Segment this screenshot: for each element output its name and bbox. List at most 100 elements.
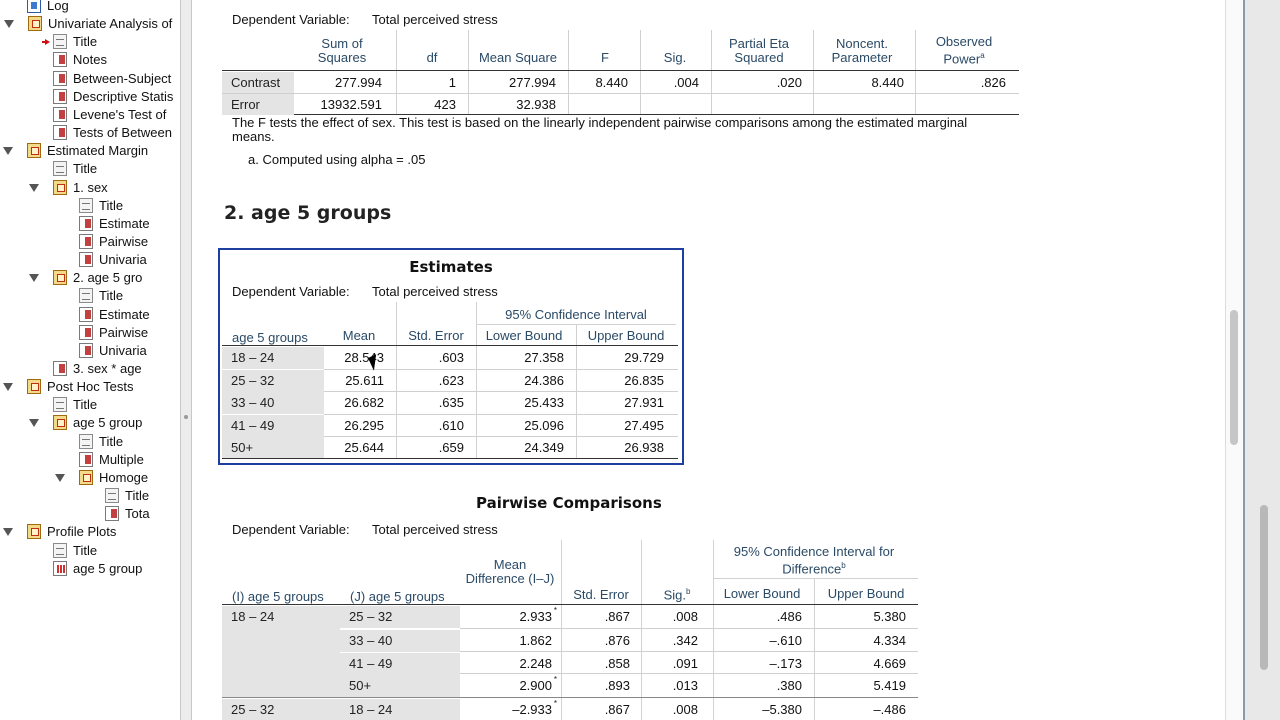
- nav-item[interactable]: Univariate Analysis of: [0, 15, 180, 33]
- cell-lower: 27.358: [524, 350, 564, 365]
- nav-item[interactable]: Tests of Between: [0, 124, 180, 142]
- viewer-vertical-scrollbar[interactable]: [1225, 0, 1243, 720]
- ci-difference-text: 95% Confidence Interval for Difference: [733, 544, 895, 577]
- cell-se: .635: [438, 395, 464, 410]
- expand-triangle-icon[interactable]: [29, 419, 39, 428]
- nav-item[interactable]: Title: [0, 542, 180, 560]
- col-header-lower: Lower Bound: [485, 328, 563, 343]
- nav-item-label: Title: [73, 542, 98, 558]
- nav-item-label: Estimated Margin: [47, 143, 149, 159]
- observed-power-text: Observed Power: [935, 34, 993, 67]
- cell-se: .623: [438, 372, 464, 388]
- nav-item[interactable]: Estimated Margin: [0, 142, 180, 160]
- cell-mean: 26.682: [344, 395, 384, 410]
- nav-item[interactable]: Title: [0, 433, 180, 451]
- nav-item[interactable]: Title: [0, 487, 180, 505]
- pane-splitter[interactable]: [180, 0, 192, 720]
- nav-item-label: Title: [125, 488, 150, 504]
- col-header-upper: Upper Bound: [827, 586, 905, 601]
- expand-triangle-icon[interactable]: [3, 147, 13, 156]
- nav-item[interactable]: Pairwise: [0, 233, 180, 251]
- cell-f: 8.440: [595, 75, 628, 90]
- nav-item[interactable]: Log: [0, 0, 180, 15]
- nav-item[interactable]: Title: [0, 33, 180, 51]
- expand-triangle-icon[interactable]: [55, 473, 65, 482]
- col-header-observed-power: Observed Powera: [916, 34, 1012, 67]
- nav-item[interactable]: Levene's Test of: [0, 106, 180, 124]
- nav-item[interactable]: Post Hoc Tests: [0, 378, 180, 396]
- nav-item[interactable]: age 5 group: [0, 414, 180, 432]
- table-icon: [53, 125, 67, 141]
- cell-lower: .486: [776, 609, 802, 624]
- viewer-scrollbar-thumb[interactable]: [1230, 310, 1238, 445]
- col-header-std-error: Std. Error: [573, 587, 629, 602]
- significance-star: *: [553, 606, 557, 615]
- cell-md: 1.862: [519, 633, 552, 648]
- j-group-label: 41 – 49: [340, 653, 460, 675]
- nav-item[interactable]: Tota: [0, 505, 180, 523]
- nav-item[interactable]: Estimate: [0, 215, 180, 233]
- nav-item[interactable]: Homoge: [0, 469, 180, 487]
- nav-item[interactable]: Title: [0, 396, 180, 414]
- page-icon: [79, 288, 93, 304]
- nav-item-label: 3. sex * age: [73, 361, 142, 376]
- dv-label: Dependent Variable:: [232, 12, 350, 27]
- cell-lower: –5.380: [762, 702, 802, 717]
- splitter-grip-icon[interactable]: [184, 415, 188, 419]
- significance-star: *: [553, 675, 557, 684]
- nav-item[interactable]: Univaria: [0, 251, 180, 269]
- window-scrollbar-thumb[interactable]: [1260, 505, 1268, 670]
- nav-item[interactable]: Profile Plots: [0, 523, 180, 541]
- estimates-table[interactable]: Estimates Dependent Variable: Total perc…: [218, 248, 684, 465]
- j-group-label: 50+: [340, 675, 460, 697]
- nav-item[interactable]: Pairwise: [0, 324, 180, 342]
- nav-item-label: Univaria: [99, 252, 147, 268]
- nav-item-label: Profile Plots: [47, 524, 117, 540]
- nav-item[interactable]: Title: [0, 160, 180, 178]
- book-icon: [27, 379, 41, 395]
- dv-label: Dependent Variable:: [232, 522, 350, 537]
- log-icon: [27, 0, 41, 13]
- cell-lower: –.173: [769, 656, 802, 671]
- nav-item[interactable]: Title: [0, 287, 180, 305]
- nav-item[interactable]: Multiple: [0, 451, 180, 469]
- col-header-ci-difference: 95% Confidence Interval for Differenceb: [714, 544, 914, 577]
- expand-triangle-icon[interactable]: [4, 20, 14, 29]
- nav-item[interactable]: Title: [0, 197, 180, 215]
- cell-se: .610: [438, 417, 464, 433]
- age-group-label: 50+: [222, 437, 324, 459]
- age-group-label: 33 – 40: [222, 392, 324, 414]
- expand-triangle-icon[interactable]: [3, 383, 13, 392]
- nav-item-label: 2. age 5 gro: [73, 270, 143, 286]
- nav-item[interactable]: age 5 group: [0, 560, 180, 578]
- page-icon: [105, 488, 119, 504]
- nav-item[interactable]: Between-Subject: [0, 70, 180, 88]
- window-vertical-scrollbar[interactable]: [1243, 0, 1280, 720]
- cell-mean: 28.543: [344, 350, 384, 365]
- cell-md: 2.248: [519, 656, 552, 671]
- ci-difference-sup: b: [841, 561, 846, 570]
- cell-sig: .008: [672, 702, 698, 717]
- nav-item[interactable]: Univaria: [0, 342, 180, 360]
- expand-triangle-icon[interactable]: [29, 274, 39, 283]
- cell-lower: 25.096: [524, 417, 564, 433]
- nav-item[interactable]: 1. sex: [0, 179, 180, 197]
- cell-mean: 25.611: [345, 372, 384, 388]
- cell-lower: 24.349: [524, 440, 564, 455]
- table-icon: [79, 215, 93, 231]
- cell-md: 2.933 *: [519, 606, 557, 624]
- nav-item-label: Title: [73, 397, 98, 413]
- nav-item[interactable]: 3. sex * age: [0, 360, 180, 378]
- expand-triangle-icon[interactable]: [3, 528, 13, 537]
- cell-se: .659: [438, 440, 464, 455]
- nav-item[interactable]: Descriptive Statis: [0, 88, 180, 106]
- cell-power: .826: [980, 75, 1006, 90]
- col-header-upper: Upper Bound: [587, 328, 665, 343]
- nav-item-label: Title: [99, 197, 124, 213]
- nav-item[interactable]: 2. age 5 gro: [0, 269, 180, 287]
- expand-triangle-icon[interactable]: [29, 183, 39, 192]
- nav-item[interactable]: Notes: [0, 51, 180, 69]
- col-header-sig: Sig.: [663, 50, 687, 65]
- nav-item-label: Title: [99, 288, 124, 304]
- nav-item[interactable]: Estimate: [0, 306, 180, 324]
